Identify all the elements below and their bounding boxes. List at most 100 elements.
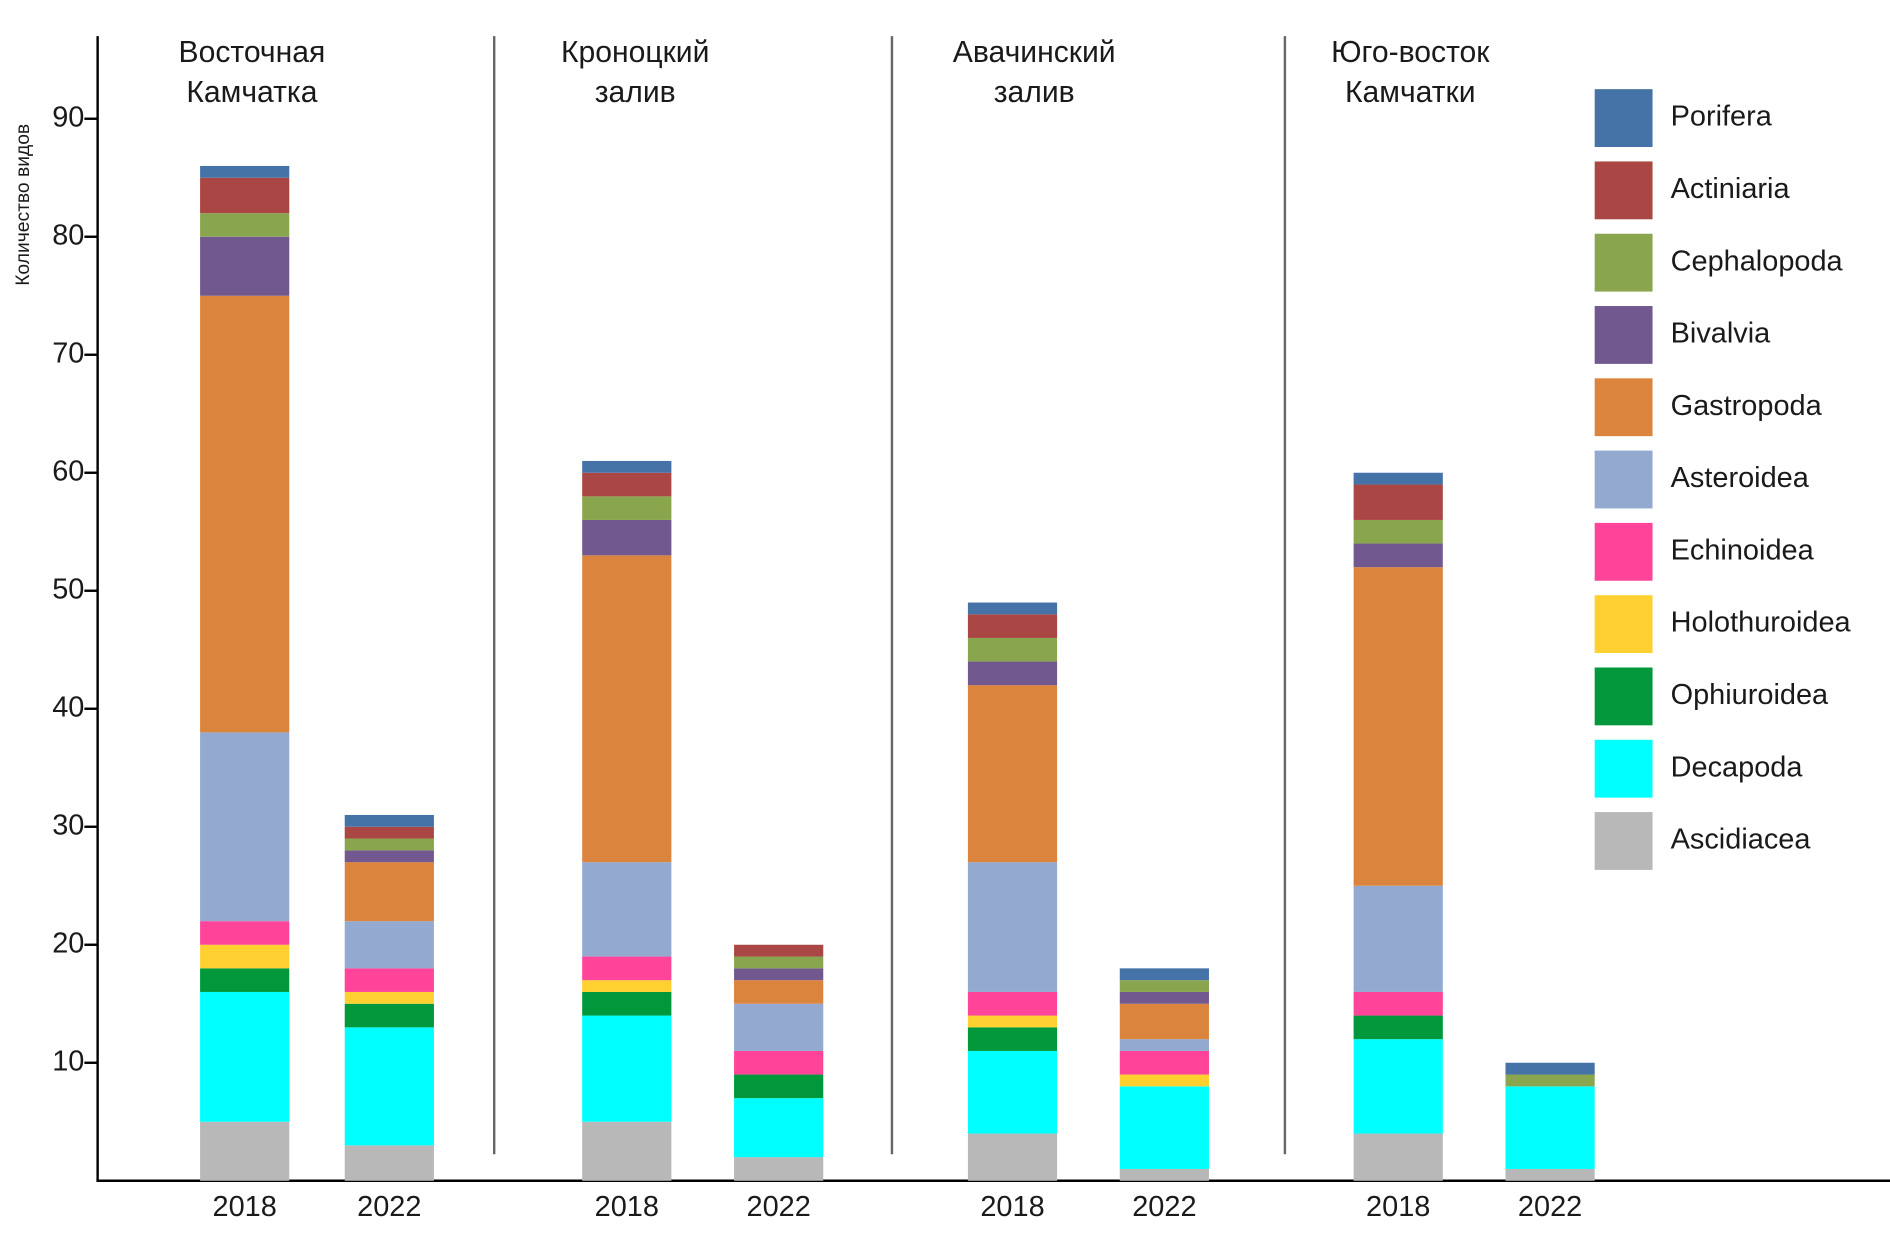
bar-segment (1119, 968, 1209, 981)
bar-segment (200, 968, 290, 992)
bar-segment (1505, 1086, 1595, 1169)
bar-segment (582, 1121, 672, 1181)
legend-swatch (1594, 812, 1653, 870)
bar-segment (1505, 1168, 1595, 1181)
bar-segment (582, 555, 672, 863)
bar-segment (344, 814, 434, 827)
x-tick-label: 2018 (1366, 1191, 1430, 1223)
bar-segment (582, 956, 672, 981)
legend-swatch (1594, 378, 1653, 437)
group-label: Кроноцкий (561, 36, 709, 69)
group-label: Камчатки (1345, 76, 1476, 109)
bar-segment (200, 921, 290, 945)
bar-segment (1505, 1062, 1595, 1075)
bar-segment (967, 614, 1058, 638)
bar-segment (1353, 543, 1443, 568)
bar-segment (582, 496, 672, 520)
bar-segment (734, 956, 824, 969)
legend-swatch (1594, 522, 1653, 581)
bar-segment (967, 637, 1058, 662)
bar-segment (734, 944, 824, 957)
bar-segment (967, 1015, 1058, 1028)
group-label: Камчатка (186, 76, 317, 109)
legend-label: Porifera (1671, 101, 1773, 133)
bar-segment (967, 1027, 1058, 1051)
group-label: Авачинский (953, 36, 1116, 69)
y-tick-label: 70 (52, 337, 84, 369)
bar-segment (582, 862, 672, 957)
bar-segment (734, 980, 824, 1004)
x-tick-label: 2018 (595, 1191, 659, 1223)
bar-segment (734, 1050, 824, 1075)
bar-segment (1353, 472, 1443, 485)
bar-segment (967, 862, 1058, 992)
group-label: залив (595, 76, 676, 109)
bar-segment (344, 991, 434, 1004)
bar-segment (734, 968, 824, 981)
x-tick-label: 2018 (980, 1191, 1044, 1223)
y-tick-label: 40 (52, 691, 84, 723)
bar-segment (1119, 1050, 1209, 1075)
bar-segment (344, 968, 434, 992)
legend-swatch (1594, 667, 1653, 726)
y-tick-label: 80 (52, 219, 84, 251)
legend-swatch (1594, 233, 1653, 292)
y-tick-label: 50 (52, 573, 84, 605)
legend-label: Holothuroidea (1671, 607, 1852, 639)
bar-segment (344, 1145, 434, 1181)
bar-segment (734, 1074, 824, 1099)
bar-segment (1505, 1074, 1595, 1087)
legend-swatch (1594, 595, 1653, 654)
legend-label: Echinoidea (1671, 534, 1815, 566)
legend-swatch (1594, 306, 1653, 364)
bar-segment (1119, 1003, 1209, 1040)
bar-segment (344, 826, 434, 839)
x-tick-label: 2022 (357, 1191, 421, 1223)
legend-label: Asteroidea (1671, 462, 1810, 494)
legend-swatch (1594, 89, 1653, 147)
bar-segment (1119, 980, 1209, 992)
bar-segment (734, 1003, 824, 1051)
legend-label: Ophiuroidea (1671, 679, 1829, 711)
bar-segment (1353, 1039, 1443, 1134)
y-tick-label: 10 (52, 1045, 84, 1077)
x-tick-label: 2022 (1518, 1191, 1582, 1223)
bar-segment (200, 1121, 290, 1181)
group-label: Юго-восток (1331, 36, 1490, 69)
y-tick-label: 30 (52, 809, 84, 841)
bar-segment (582, 980, 672, 992)
legend-swatch (1594, 450, 1653, 509)
bar-segment (200, 213, 290, 237)
bar-segment (582, 519, 672, 556)
bar-segment (582, 472, 672, 497)
bar-segment (734, 1157, 824, 1181)
legend-label: Bivalvia (1671, 318, 1772, 350)
bar-segment (1353, 885, 1443, 992)
bar-segment (1353, 484, 1443, 520)
bar-segment (734, 1098, 824, 1158)
bar-segment (1119, 1074, 1209, 1087)
bar-segment (582, 991, 672, 1016)
bar-segment (967, 661, 1058, 686)
bar-segment (200, 177, 290, 214)
bar-segment (1353, 1133, 1443, 1181)
bar-segment (1353, 567, 1443, 886)
bar-segment (1119, 991, 1209, 1004)
bar-segment (967, 991, 1058, 1016)
bar-segment (1353, 991, 1443, 1016)
legend-swatch (1594, 739, 1653, 798)
x-tick-label: 2022 (1132, 1191, 1196, 1223)
bar-segment (200, 236, 290, 296)
y-axis-title: Количество видов (13, 124, 34, 286)
bar-segment (582, 460, 672, 473)
bar-segment (1119, 1168, 1209, 1181)
legend-label: Gastropoda (1671, 390, 1823, 422)
y-tick-label: 90 (52, 101, 84, 133)
legend-swatch (1594, 161, 1653, 220)
bar-segment (1353, 519, 1443, 544)
legend-label: Ascidiacea (1671, 824, 1812, 856)
x-tick-label: 2018 (213, 1191, 277, 1223)
group-label: Восточная (179, 36, 326, 69)
y-tick-label: 60 (52, 455, 84, 487)
